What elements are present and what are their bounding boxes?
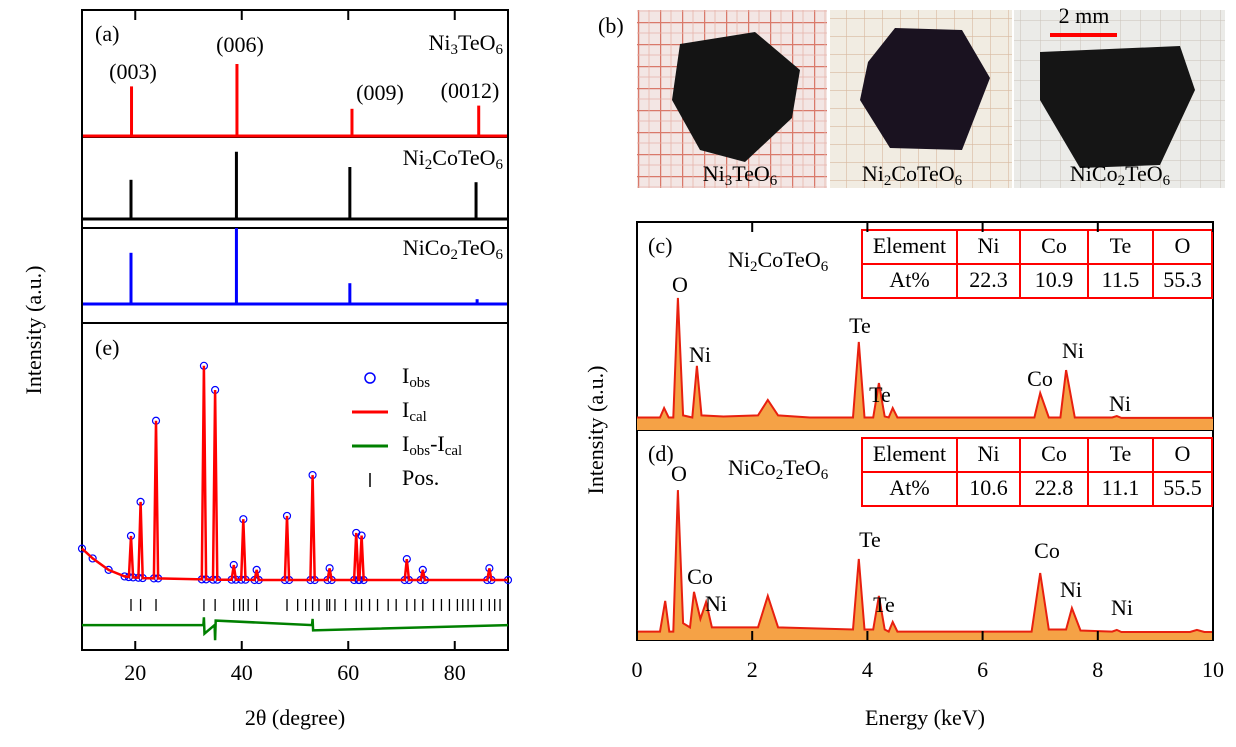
table-text: 55.5	[1163, 475, 1202, 500]
series-label: Ni3TeO6	[428, 30, 503, 58]
legend-label: Pos.	[402, 465, 439, 490]
table-text: At%	[889, 267, 929, 292]
peak-label: (0012)	[441, 78, 500, 103]
table-text: Co	[1041, 233, 1067, 258]
table-text: 11.1	[1102, 475, 1140, 500]
table-text: Co	[1041, 441, 1067, 466]
series-label: Ni2CoTeO6	[403, 145, 504, 173]
peak-annotation: Te	[873, 592, 895, 617]
peak-annotation: Ni	[1062, 338, 1084, 363]
left-frame	[82, 10, 508, 650]
peak-annotation: O	[672, 272, 688, 297]
figure: (a)Ni3TeO6Ni2CoTeO6NiCo2TeO6(003)(006)(0…	[0, 0, 1236, 747]
peak-label: (006)	[216, 32, 264, 57]
x-tick-label: 4	[862, 657, 873, 682]
table-text: Element	[873, 441, 946, 466]
peak-label: (009)	[356, 80, 404, 105]
photo-label: Ni2CoTeO6	[862, 161, 963, 189]
sample-label: NiCo2TeO6	[728, 455, 829, 483]
table-text: 22.8	[1035, 475, 1074, 500]
x-axis-label: 2θ (degree)	[245, 705, 345, 730]
peak-annotation: Te	[869, 382, 891, 407]
legend-label: Iobs-Ical	[402, 431, 462, 459]
panel-label: (d)	[648, 441, 674, 466]
series-line	[82, 617, 508, 640]
table-text: 10.6	[969, 475, 1008, 500]
table-text: 10.9	[1035, 267, 1074, 292]
legend-label: Iobs	[402, 363, 430, 391]
legend-symbol	[365, 373, 375, 383]
table-text: Ni	[978, 441, 1000, 466]
y-axis-label: Intensity (a.u.)	[21, 266, 46, 395]
table-text: 55.3	[1163, 267, 1202, 292]
table-text: 11.5	[1102, 267, 1140, 292]
x-tick-label: 40	[231, 660, 253, 685]
peak-annotation: Ni	[1109, 391, 1131, 416]
panel-label: (b)	[598, 13, 624, 38]
table-text: Te	[1110, 441, 1132, 466]
panel-label: (c)	[648, 233, 672, 258]
x-tick-label: 80	[444, 660, 466, 685]
legend-label: Ical	[402, 397, 427, 425]
x-tick-label: 2	[747, 657, 758, 682]
table-text: Ni	[978, 233, 1000, 258]
panel-label: (e)	[95, 335, 119, 360]
peak-label: (003)	[109, 59, 157, 84]
series-line	[82, 366, 508, 580]
scale-bar-label: 2 mm	[1059, 3, 1110, 28]
x-tick-label: 20	[124, 660, 146, 685]
table-text: O	[1175, 441, 1191, 466]
x-tick-label: 8	[1092, 657, 1103, 682]
table-text: 22.3	[969, 267, 1008, 292]
peak-annotation: Ni	[705, 591, 727, 616]
series-label: NiCo2TeO6	[403, 235, 504, 263]
peak-annotation: Co	[1034, 538, 1060, 563]
photo-label: Ni3TeO6	[703, 161, 778, 189]
table-text: Te	[1110, 233, 1132, 258]
panel-label: (a)	[95, 21, 119, 46]
table-text: O	[1175, 233, 1191, 258]
peak-annotation: Ni	[1111, 595, 1133, 620]
peak-annotation: Ni	[1060, 577, 1082, 602]
y-axis-label: Intensity (a.u.)	[583, 366, 608, 495]
table-text: At%	[889, 475, 929, 500]
peak-annotation: Co	[1027, 366, 1053, 391]
x-tick-label: 10	[1202, 657, 1224, 682]
table-text: Element	[873, 233, 946, 258]
x-tick-label: 0	[632, 657, 643, 682]
peak-annotation: Te	[859, 527, 881, 552]
peak-annotation: Co	[687, 564, 713, 589]
x-tick-label: 60	[337, 660, 359, 685]
peak-annotation: Te	[849, 313, 871, 338]
peak-annotation: Ni	[689, 342, 711, 367]
sample-label: Ni2CoTeO6	[728, 247, 829, 275]
peak-annotation: O	[671, 461, 687, 486]
x-tick-label: 6	[977, 657, 988, 682]
x-axis-label: Energy (keV)	[865, 705, 985, 730]
